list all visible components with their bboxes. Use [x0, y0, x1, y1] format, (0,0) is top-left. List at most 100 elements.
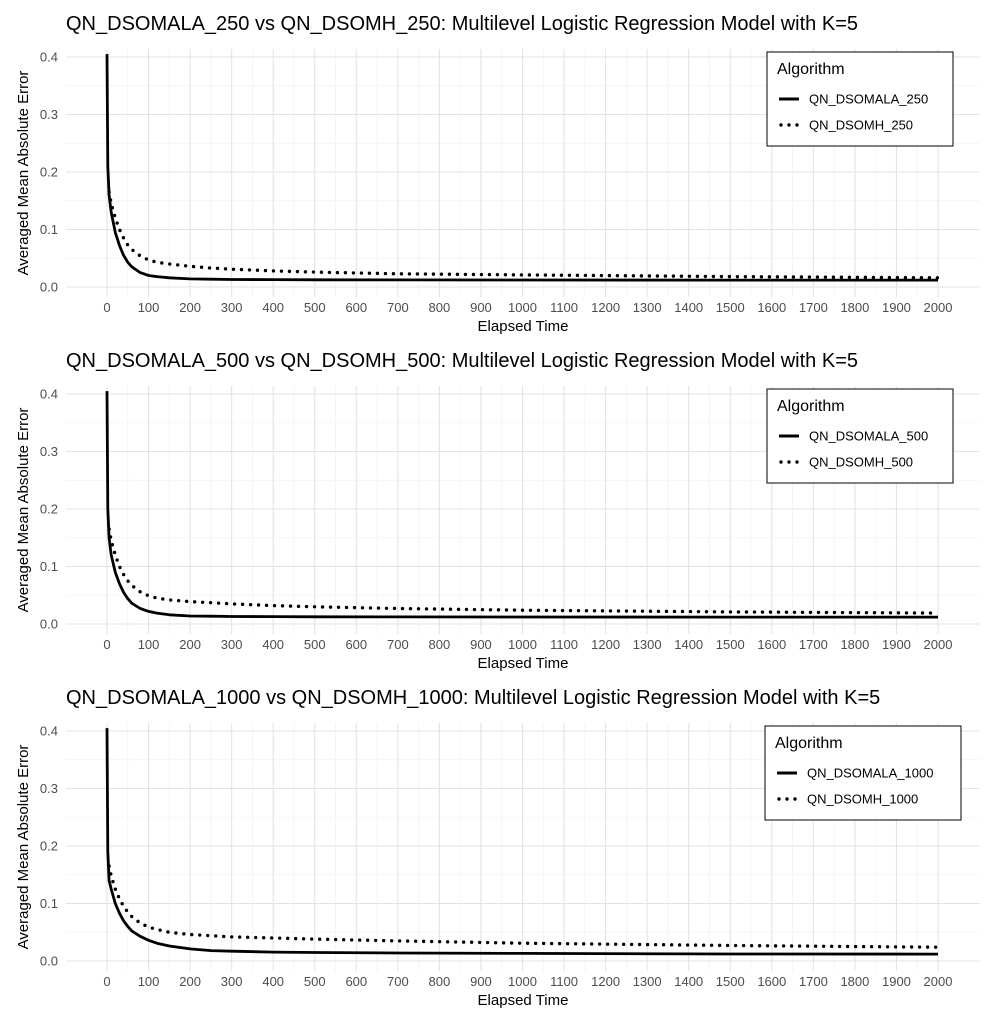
x-tick-label: 800 — [429, 637, 451, 652]
x-tick-label: 1000 — [508, 637, 537, 652]
x-tick-label: 900 — [470, 974, 492, 989]
chart-panel-3: QN_DSOMALA_1000 vs QN_DSOMH_1000: Multil… — [15, 687, 980, 1009]
x-tick-label: 1300 — [633, 974, 662, 989]
y-tick-label: 0.2 — [40, 165, 58, 180]
y-axis-title: Averaged Mean Absolute Error — [15, 745, 32, 950]
y-tick-label: 0.4 — [40, 724, 58, 739]
x-tick-label: 600 — [345, 300, 367, 315]
x-tick-label: 1400 — [674, 300, 703, 315]
x-tick-label: 1700 — [799, 637, 828, 652]
x-tick-label: 1700 — [799, 974, 828, 989]
x-tick-label: 800 — [429, 974, 451, 989]
y-tick-label: 0.2 — [40, 502, 58, 517]
x-tick-label: 1400 — [674, 974, 703, 989]
y-tick-label: 0.0 — [40, 280, 58, 295]
x-tick-label: 500 — [304, 300, 326, 315]
x-tick-label: 1900 — [882, 637, 911, 652]
x-tick-label: 1200 — [591, 974, 620, 989]
chart-title: QN_DSOMALA_500 vs QN_DSOMH_500: Multilev… — [66, 350, 858, 372]
x-tick-label: 0 — [103, 300, 110, 315]
x-tick-label: 1000 — [508, 300, 537, 315]
x-tick-label: 400 — [262, 300, 284, 315]
x-tick-label: 1200 — [591, 300, 620, 315]
x-tick-label: 300 — [221, 300, 243, 315]
x-tick-label: 1800 — [840, 974, 869, 989]
x-tick-label: 2000 — [924, 300, 953, 315]
x-tick-label: 1500 — [716, 974, 745, 989]
y-tick-label: 0.1 — [40, 896, 58, 911]
x-tick-label: 800 — [429, 300, 451, 315]
x-tick-label: 900 — [470, 300, 492, 315]
x-tick-label: 900 — [470, 637, 492, 652]
x-tick-label: 1600 — [757, 300, 786, 315]
x-tick-label: 1900 — [882, 300, 911, 315]
y-tick-label: 0.4 — [40, 50, 58, 65]
series-line-qn-dsomala — [105, 54, 938, 282]
x-tick-label: 1900 — [882, 974, 911, 989]
x-tick-label: 100 — [138, 974, 160, 989]
x-tick-label: 200 — [179, 637, 201, 652]
series-line-qn-dsomh — [107, 527, 940, 615]
legend-box — [764, 725, 962, 821]
x-tick-label: 500 — [304, 637, 326, 652]
x-axis-title: Elapsed Time — [478, 655, 569, 672]
series-line-qn-dsomh — [107, 190, 940, 280]
chart-panel-2: QN_DSOMALA_500 vs QN_DSOMH_500: Multilev… — [15, 350, 980, 672]
x-tick-label: 100 — [138, 637, 160, 652]
x-tick-label: 300 — [221, 637, 243, 652]
x-tick-label: 700 — [387, 637, 409, 652]
x-tick-label: 500 — [304, 974, 326, 989]
x-tick-label: 1500 — [716, 637, 745, 652]
x-tick-label: 400 — [262, 637, 284, 652]
y-tick-label: 0.3 — [40, 107, 58, 122]
y-tick-label: 0.2 — [40, 839, 58, 854]
x-tick-label: 1000 — [508, 974, 537, 989]
legend-title: Algorithm — [775, 735, 843, 752]
y-tick-label: 0.0 — [40, 954, 58, 969]
series-group — [105, 54, 940, 282]
y-tick-label: 0.0 — [40, 617, 58, 632]
y-tick-label: 0.3 — [40, 444, 58, 459]
x-tick-label: 2000 — [924, 637, 953, 652]
x-tick-label: 1600 — [757, 974, 786, 989]
x-tick-label: 1500 — [716, 300, 745, 315]
x-tick-label: 400 — [262, 974, 284, 989]
x-tick-label: 1300 — [633, 637, 662, 652]
x-tick-label: 1100 — [550, 637, 578, 652]
y-tick-label: 0.1 — [40, 222, 58, 237]
x-tick-label: 1400 — [674, 637, 703, 652]
legend-label: QN_DSOMALA_500 — [809, 429, 928, 444]
x-tick-label: 1600 — [757, 637, 786, 652]
x-tick-label: 0 — [103, 637, 110, 652]
x-tick-label: 100 — [138, 300, 160, 315]
x-tick-label: 1300 — [633, 300, 662, 315]
legend: Algorithm QN_DSOMALA_500 QN_DSOMH_500 — [766, 388, 954, 484]
x-tick-label: 600 — [345, 974, 367, 989]
series-line-qn-dsomala — [105, 728, 939, 956]
chart-panel-1: QN_DSOMALA_250 vs QN_DSOMH_250: Multilev… — [15, 13, 980, 335]
legend-label: QN_DSOMH_1000 — [807, 792, 918, 807]
x-tick-label: 200 — [179, 300, 201, 315]
legend: Algorithm QN_DSOMALA_1000 QN_DSOMH_1000 — [764, 725, 962, 821]
x-tick-label: 1800 — [840, 300, 869, 315]
x-tick-label: 600 — [345, 637, 367, 652]
legend-label: QN_DSOMH_250 — [809, 118, 913, 133]
x-tick-label: 1700 — [799, 300, 828, 315]
x-axis-title: Elapsed Time — [478, 318, 569, 335]
legend-label: QN_DSOMALA_250 — [809, 92, 928, 107]
series-group — [105, 728, 940, 956]
x-tick-label: 300 — [221, 974, 243, 989]
legend-title: Algorithm — [777, 61, 845, 78]
series-line-qn-dsomh — [107, 864, 940, 949]
x-tick-label: 2000 — [924, 974, 953, 989]
x-tick-label: 200 — [179, 974, 201, 989]
y-tick-label: 0.1 — [40, 559, 58, 574]
x-tick-label: 1100 — [550, 974, 578, 989]
y-tick-label: 0.3 — [40, 781, 58, 796]
x-tick-label: 1100 — [550, 300, 578, 315]
x-tick-label: 1800 — [840, 637, 869, 652]
x-axis-title: Elapsed Time — [478, 992, 569, 1009]
legend-label: QN_DSOMH_500 — [809, 455, 913, 470]
chart-title: QN_DSOMALA_1000 vs QN_DSOMH_1000: Multil… — [66, 687, 880, 709]
